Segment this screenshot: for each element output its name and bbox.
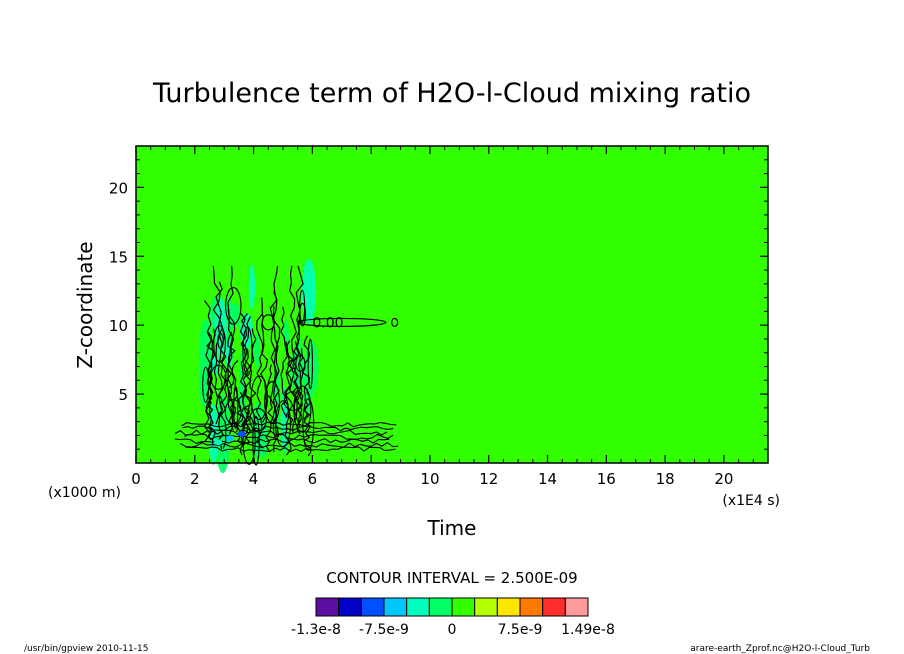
contour-fill-patch [248,264,256,310]
contour-line-low [185,446,396,453]
x-tick-label: 2 [190,470,200,488]
contour-line-low [174,429,388,436]
inline-contour-label: 0.00 [312,315,343,331]
colorbar-swatch [360,597,385,617]
contour-loop [210,364,227,390]
contour-spot [237,431,246,438]
contour-loop [302,398,315,451]
colorbar-labels: -1.3e-8 -7.5e-9 0 7.5e-9 1.49e-8 [291,622,615,638]
contour-line [218,359,226,450]
colorbar-tick-label: 7.5e-9 [498,622,543,638]
contour-line [289,265,297,416]
colorbar-tick-label: 0 [448,622,457,638]
contour-line [296,348,304,435]
contour-loop [242,415,256,465]
contour-loop [264,381,281,424]
chart-title: Turbulence term of H2O-l-Cloud mixing ra… [152,78,751,109]
x-tick-label: 14 [538,470,557,488]
x-unit-label: (x1E4 s) [722,493,780,509]
colorbar-swatch [428,597,453,617]
contour-loop [250,375,269,421]
contour-loop [295,355,306,372]
x-tick-label: 6 [308,470,318,488]
plot-frame [135,145,769,464]
contour-line-low [182,425,394,432]
y-tick-label: 15 [109,248,128,266]
colorbar-tick-label: -1.3e-8 [291,622,341,638]
x-tick-label: 8 [366,470,376,488]
colorbar-swatch [474,597,498,617]
contour-loop [307,338,314,390]
x-tick-label: 16 [597,470,616,488]
footer-right: arare-earth_Zprof.nc@H2O-l-Cloud_Turb [690,644,870,654]
colorbar-swatch [519,597,544,617]
colorbar-swatch [338,597,362,617]
y-axis: 5 10 15 20 [109,159,768,450]
contour-interval-label: CONTOUR INTERVAL = 2.500E-09 [326,569,577,587]
y-tick-label: 10 [109,317,128,335]
contour-loop [298,302,307,327]
contour-loop [202,366,210,403]
contour-line [227,308,236,435]
contour-line [212,265,221,425]
x-tick-label: 10 [420,470,439,488]
colorbar-swatch [383,597,408,617]
x-tick-label: 12 [479,470,498,488]
x-tick-label: 20 [714,470,733,488]
colorbar-swatch [406,597,430,617]
contour-line-low [181,421,397,428]
contour-spot [214,439,223,446]
x-axis: 0 2 4 6 8 10 12 14 16 18 20 [131,146,754,488]
contour-loop [242,326,253,376]
y-axis-label: Z-coordinate [73,241,97,368]
contour-fill-patch [304,340,319,396]
colorbar-tick-label: -7.5e-9 [359,622,409,638]
contour-line [240,313,249,446]
contour-line [265,364,274,452]
colorbar [315,597,589,617]
contour-line [272,265,281,427]
contour-spot [226,435,235,442]
contour-line-low [184,433,394,440]
contour-loop [213,325,226,363]
contour-line [249,328,257,426]
contour-loop [224,399,242,425]
contour-loop [249,407,267,432]
contour-elongated [297,317,387,328]
contour-fill-patch [254,333,260,369]
contour-loop [217,332,224,349]
contour-loop [233,386,239,429]
x-axis-label: Time [427,516,477,540]
contour-loop [261,314,276,331]
x-tick-label: 18 [656,470,675,488]
contour-line [243,316,252,446]
contour-line [255,313,264,449]
y-unit-label: (x1000 m) [48,485,121,501]
x-tick-label: 4 [249,470,259,488]
contour-fill-patch [210,354,220,375]
colorbar-swatch [564,597,589,617]
colorbar-swatch [451,597,476,617]
colorbar-swatch [315,597,340,617]
y-tick-label: 5 [118,386,128,404]
contour-line-low [180,441,399,448]
contour-layer [174,259,399,474]
colorbar-tick-label: 1.49e-8 [561,622,615,638]
colorbar-swatch [496,597,521,617]
contour-small-loop [391,317,399,328]
contour-loop [225,286,242,325]
y-tick-label: 20 [109,179,128,197]
x-tick-label: 0 [131,470,141,488]
footer-left: /usr/bin/gpview 2010-11-15 [24,644,148,654]
colorbar-swatch [542,597,566,617]
